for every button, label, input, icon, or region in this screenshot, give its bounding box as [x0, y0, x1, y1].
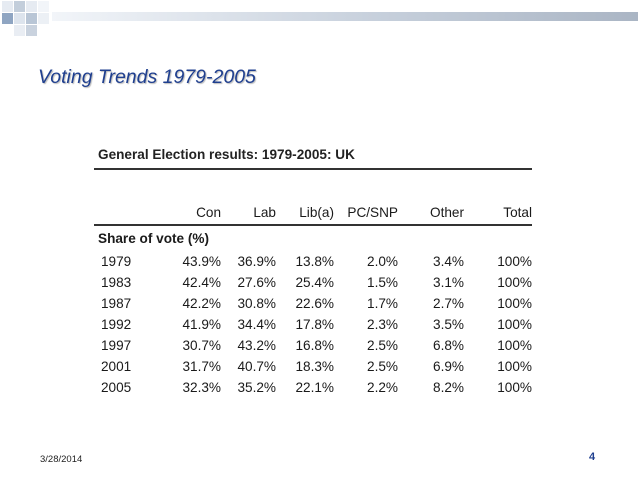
table-row: 1983 42.4% 27.6% 25.4% 1.5% 3.1% 100%	[94, 272, 532, 293]
cell-con: 42.4%	[182, 275, 221, 290]
cell-lab: 27.6%	[237, 275, 276, 290]
cell-pc-snp: 2.0%	[367, 254, 398, 269]
banner-square	[26, 13, 37, 24]
cell-other: 3.5%	[433, 317, 464, 332]
cell-other: 6.9%	[433, 359, 464, 374]
column-header-other: Other	[398, 170, 464, 226]
table-row: 1979 43.9% 36.9% 13.8% 2.0% 3.4% 100%	[94, 251, 532, 272]
cell-con: 31.7%	[182, 359, 221, 374]
banner-square	[14, 13, 25, 24]
cell-pc-snp: 2.3%	[367, 317, 398, 332]
cell-lib: 17.8%	[295, 317, 334, 332]
section-label-row: Share of vote (%)	[94, 225, 532, 251]
banner-square	[38, 13, 49, 24]
banner-square	[38, 1, 49, 12]
cell-con: 43.9%	[182, 254, 221, 269]
cell-other: 3.1%	[433, 275, 464, 290]
cell-year: 1997	[101, 338, 132, 353]
cell-total: 100%	[497, 317, 532, 332]
column-header-total: Total	[464, 170, 532, 226]
cell-year: 1983	[101, 275, 132, 290]
banner-gradient-bar	[52, 12, 638, 21]
cell-total: 100%	[497, 380, 532, 395]
cell-other: 8.2%	[433, 380, 464, 395]
cell-year: 1979	[101, 254, 132, 269]
cell-con: 30.7%	[182, 338, 221, 353]
cell-lab: 35.2%	[237, 380, 276, 395]
table-row: 2005 32.3% 35.2% 22.1% 2.2% 8.2% 100%	[94, 377, 532, 398]
cell-lab: 34.4%	[237, 317, 276, 332]
decorative-banner	[0, 0, 638, 40]
section-label: Share of vote (%)	[98, 231, 210, 246]
cell-other: 6.8%	[433, 338, 464, 353]
cell-pc-snp: 2.5%	[367, 359, 398, 374]
cell-pc-snp: 2.2%	[367, 380, 398, 395]
table-row: 1992 41.9% 34.4% 17.8% 2.3% 3.5% 100%	[94, 314, 532, 335]
footer-date: 3/28/2014	[40, 454, 83, 465]
cell-total: 100%	[497, 338, 532, 353]
cell-lib: 16.8%	[295, 338, 334, 353]
banner-square	[2, 13, 13, 24]
cell-con: 42.2%	[182, 296, 221, 311]
column-header-con: Con	[164, 170, 221, 226]
election-results-table-block: General Election results: 1979-2005: UK …	[94, 144, 532, 398]
table-header-row: Con Lab Lib(a) PC/SNP Other Total	[94, 170, 532, 226]
cell-pc-snp: 2.5%	[367, 338, 398, 353]
banner-square	[14, 25, 25, 36]
cell-pc-snp: 1.7%	[367, 296, 398, 311]
cell-total: 100%	[497, 296, 532, 311]
cell-lib: 18.3%	[295, 359, 334, 374]
cell-lib: 22.1%	[295, 380, 334, 395]
slide-title: Voting Trends 1979-2005	[38, 66, 256, 88]
election-results-table: Con Lab Lib(a) PC/SNP Other Total Share …	[94, 170, 532, 398]
cell-total: 100%	[497, 254, 532, 269]
cell-lab: 43.2%	[237, 338, 276, 353]
banner-square	[2, 1, 13, 12]
banner-square	[26, 1, 37, 12]
cell-year: 2005	[101, 380, 132, 395]
column-header-lab: Lab	[221, 170, 276, 226]
column-header-lib: Lib(a)	[276, 170, 334, 226]
banner-square	[14, 1, 25, 12]
cell-lib: 13.8%	[295, 254, 334, 269]
cell-year: 1992	[101, 317, 132, 332]
cell-year: 1987	[101, 296, 132, 311]
cell-lab: 30.8%	[237, 296, 276, 311]
cell-year: 2001	[101, 359, 132, 374]
cell-pc-snp: 1.5%	[367, 275, 398, 290]
cell-con: 32.3%	[182, 380, 221, 395]
cell-other: 2.7%	[433, 296, 464, 311]
cell-lib: 22.6%	[295, 296, 334, 311]
cell-lab: 40.7%	[237, 359, 276, 374]
cell-lab: 36.9%	[237, 254, 276, 269]
cell-total: 100%	[497, 359, 532, 374]
cell-total: 100%	[497, 275, 532, 290]
table-row: 1987 42.2% 30.8% 22.6% 1.7% 2.7% 100%	[94, 293, 532, 314]
column-header-blank	[94, 170, 164, 226]
column-header-pc-snp: PC/SNP	[334, 170, 398, 226]
table-row: 1997 30.7% 43.2% 16.8% 2.5% 6.8% 100%	[94, 335, 532, 356]
cell-con: 41.9%	[182, 317, 221, 332]
table-row: 2001 31.7% 40.7% 18.3% 2.5% 6.9% 100%	[94, 356, 532, 377]
cell-other: 3.4%	[433, 254, 464, 269]
table-heading: General Election results: 1979-2005: UK	[94, 144, 532, 170]
banner-square	[26, 25, 37, 36]
page-number: 4	[589, 451, 596, 463]
cell-lib: 25.4%	[295, 275, 334, 290]
